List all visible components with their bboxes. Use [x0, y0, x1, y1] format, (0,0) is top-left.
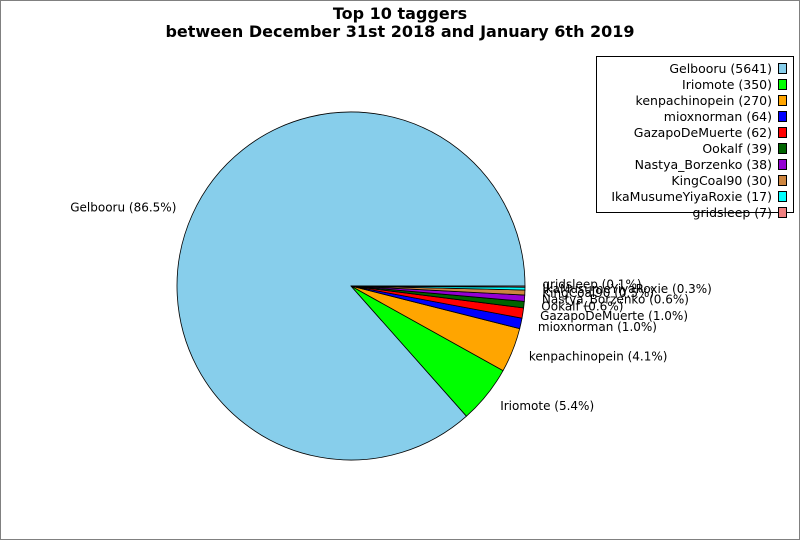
legend-swatch — [778, 62, 787, 74]
pie-slices — [176, 111, 526, 461]
legend-entry-gelbooru: Gelbooru (5641) — [597, 60, 793, 76]
pie-label-iriomote: Iriomote (5.4%) — [500, 399, 594, 413]
chart-subtitle: between December 31st 2018 and January 6… — [165, 22, 634, 41]
legend-entry-iriomote: Iriomote (350) — [597, 76, 793, 92]
pie-label-gelbooru: Gelbooru (86.5%) — [70, 201, 176, 215]
pie-label-gridsleep: gridsleep (0.1%) — [542, 278, 641, 292]
chart-title: Top 10 taggers — [333, 4, 467, 23]
legend-swatch — [778, 78, 787, 90]
legend-swatch — [778, 158, 787, 170]
legend-label: Iriomote (350) — [682, 76, 772, 92]
legend-label: Gelbooru (5641) — [669, 60, 772, 76]
legend-entry-kenpachinopein: kenpachinopein (270) — [597, 92, 793, 108]
legend-swatch — [778, 126, 787, 138]
legend-label: gridsleep (7) — [692, 204, 772, 220]
pie-label-ookalf: Ookalf (0.6%) — [541, 300, 623, 314]
legend-entry-gridsleep: gridsleep (7) — [597, 204, 793, 220]
legend-entry-ikamusumeyiyaroxie: IkaMusumeYiyaRoxie (17) — [597, 188, 793, 204]
pie-labels: Gelbooru (86.5%) Iriomote (5.4%) kenpachin… — [70, 201, 712, 413]
legend: Gelbooru (5641) Iriomote (350) kenpachinop… — [596, 56, 794, 220]
pie-label-mioxnorman: mioxnorman (1.0%) — [538, 320, 657, 334]
legend-entry-kingcoal90: KingCoal90 (30) — [597, 172, 793, 188]
pie-label-kingcoal90: KingCoal90 (0.5%) — [542, 286, 654, 300]
pie-label-ikamusumeyiyaroxie: IkaMusumeYiyaRoxie (0.3%) — [542, 282, 711, 296]
legend-label: mioxnorman (64) — [663, 108, 772, 124]
legend-swatch — [778, 110, 787, 122]
legend-swatch — [778, 174, 787, 186]
legend-entry-mioxnorman: mioxnorman (64) — [597, 108, 793, 124]
pie-label-kenpachinopein: kenpachinopein (4.1%) — [529, 350, 668, 364]
legend-swatch — [778, 142, 787, 154]
legend-swatch — [778, 190, 787, 202]
legend-label: GazapoDeMuerte (62) — [633, 124, 772, 140]
legend-swatch — [778, 206, 787, 218]
legend-label: KingCoal90 (30) — [671, 172, 772, 188]
legend-label: Ookalf (39) — [702, 140, 772, 156]
pie-slice-gridsleep — [350, 285, 526, 288]
pie-label-nastya-borzenko: Nastya_Borzenko (0.6%) — [542, 293, 689, 307]
legend-entry-gazapodemuerte: GazapoDeMuerte (62) — [597, 124, 793, 140]
legend-entry-nastya-borzenko: Nastya_Borzenko (38) — [597, 156, 793, 172]
pie-label-gazapodemuerte: GazapoDeMuerte (1.0%) — [540, 309, 688, 323]
legend-label: kenpachinopein (270) — [635, 92, 772, 108]
legend-label: Nastya_Borzenko (38) — [634, 156, 772, 172]
legend-swatch — [778, 94, 787, 106]
legend-entry-ookalf: Ookalf (39) — [597, 140, 793, 156]
legend-label: IkaMusumeYiyaRoxie (17) — [611, 188, 772, 204]
